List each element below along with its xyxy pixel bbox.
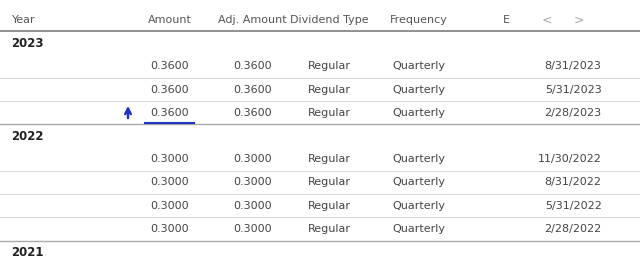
Text: Quarterly: Quarterly	[393, 108, 445, 118]
Text: 0.3600: 0.3600	[234, 85, 272, 94]
Text: Regular: Regular	[308, 201, 351, 211]
Text: 2/28/2022: 2/28/2022	[545, 224, 602, 234]
Text: Amount: Amount	[148, 15, 191, 25]
Text: 0.3600: 0.3600	[150, 61, 189, 71]
Text: 0.3000: 0.3000	[150, 201, 189, 211]
Text: 0.3000: 0.3000	[234, 201, 272, 211]
Text: <: <	[542, 13, 552, 26]
Text: 5/31/2022: 5/31/2022	[545, 201, 602, 211]
Text: 8/31/2022: 8/31/2022	[545, 178, 602, 187]
Text: 0.3000: 0.3000	[150, 224, 189, 234]
Text: 0.3000: 0.3000	[234, 224, 272, 234]
Text: 2/28/2023: 2/28/2023	[545, 108, 602, 118]
Text: Regular: Regular	[308, 61, 351, 71]
Text: Quarterly: Quarterly	[393, 154, 445, 164]
Text: 0.3600: 0.3600	[234, 61, 272, 71]
Text: 5/31/2023: 5/31/2023	[545, 85, 602, 94]
Text: Regular: Regular	[308, 154, 351, 164]
Text: Frequency: Frequency	[390, 15, 448, 25]
Text: 0.3600: 0.3600	[150, 108, 189, 118]
Text: E: E	[502, 15, 509, 25]
Text: Adj. Amount: Adj. Amount	[218, 15, 287, 25]
Text: Quarterly: Quarterly	[393, 61, 445, 71]
Text: 11/30/2022: 11/30/2022	[538, 154, 602, 164]
Text: Quarterly: Quarterly	[393, 201, 445, 211]
Text: Regular: Regular	[308, 178, 351, 187]
Text: 2021: 2021	[12, 246, 44, 259]
Text: 2023: 2023	[12, 36, 44, 50]
Text: 0.3000: 0.3000	[234, 178, 272, 187]
Text: Quarterly: Quarterly	[393, 224, 445, 234]
Text: Regular: Regular	[308, 224, 351, 234]
Text: Year: Year	[12, 15, 35, 25]
Text: 0.3600: 0.3600	[234, 108, 272, 118]
Text: 0.3600: 0.3600	[150, 85, 189, 94]
Text: 0.3000: 0.3000	[150, 178, 189, 187]
Text: >: >	[574, 13, 584, 26]
Text: 0.3000: 0.3000	[234, 154, 272, 164]
Text: Quarterly: Quarterly	[393, 85, 445, 94]
Text: 8/31/2023: 8/31/2023	[545, 61, 602, 71]
Text: Dividend Type: Dividend Type	[291, 15, 369, 25]
Text: Regular: Regular	[308, 85, 351, 94]
Text: 0.3000: 0.3000	[150, 154, 189, 164]
Text: Regular: Regular	[308, 108, 351, 118]
Text: Quarterly: Quarterly	[393, 178, 445, 187]
Text: 2022: 2022	[12, 129, 44, 143]
